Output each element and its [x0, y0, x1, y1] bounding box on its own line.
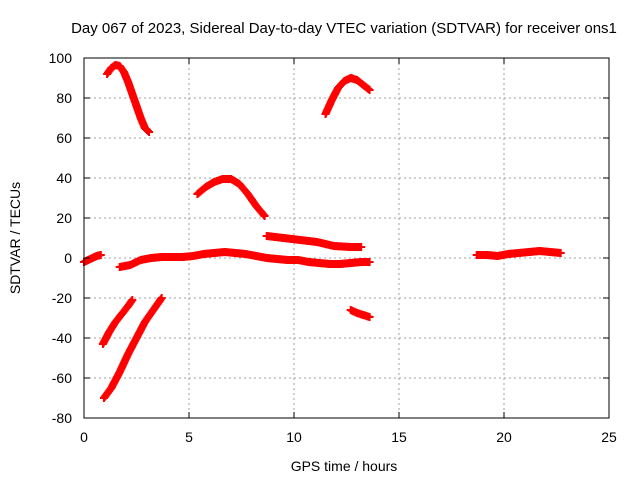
data-point: [365, 258, 374, 266]
y-tick-label: 60: [56, 130, 72, 146]
series-arc-5: [99, 294, 166, 402]
data-point: [260, 212, 269, 220]
series-arc-8: [262, 232, 366, 251]
y-tick-label: -40: [52, 330, 72, 346]
y-axis-label: SDTVAR / TECUs: [7, 182, 23, 294]
y-tick-label: 80: [56, 90, 72, 106]
plot-frame: [83, 57, 610, 419]
y-tick-label: 100: [49, 50, 73, 66]
series-arc-7: [115, 248, 374, 271]
x-tick-label: 20: [496, 429, 512, 445]
y-tick-label: 0: [64, 250, 72, 266]
series-arc-10: [472, 247, 565, 260]
data-point: [145, 128, 154, 136]
series-arc-1: [103, 61, 154, 136]
x-tick-label: 0: [80, 429, 88, 445]
y-tick-label: -60: [52, 370, 72, 386]
x-tick-label: 15: [391, 429, 407, 445]
data-point: [128, 296, 137, 304]
series-arc-4: [98, 296, 137, 348]
series-arc-2: [193, 175, 269, 220]
axis-ticks: [83, 57, 610, 419]
data-point: [556, 249, 565, 257]
data-point: [357, 243, 366, 251]
data-point: [96, 251, 105, 259]
y-tick-label: -80: [52, 410, 72, 426]
data-point: [365, 86, 374, 94]
x-tick-labels: 0 5 10 15 20 25: [80, 429, 617, 445]
x-tick-label: 10: [286, 429, 302, 445]
series-arc-3: [321, 74, 374, 118]
y-tick-label: 40: [56, 170, 72, 186]
x-tick-label: 25: [601, 429, 617, 445]
x-axis-label: GPS time / hours: [291, 458, 398, 474]
y-tick-label: -20: [52, 290, 72, 306]
y-tick-label: 20: [56, 210, 72, 226]
data-point: [365, 313, 374, 321]
series-arc-9: [346, 306, 374, 321]
x-tick-label: 5: [185, 429, 193, 445]
chart-title: Day 067 of 2023, Sidereal Day-to-day VTE…: [71, 20, 617, 37]
data-point: [157, 294, 166, 302]
grid-lines: [84, 58, 609, 418]
data-marks: [80, 61, 565, 402]
y-tick-labels: -80 -60 -40 -20 0 20 40 60 80 100: [49, 50, 73, 426]
